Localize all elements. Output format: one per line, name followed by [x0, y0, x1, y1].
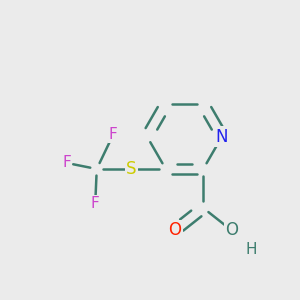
Text: F: F — [109, 127, 118, 142]
Text: H: H — [245, 242, 257, 257]
Text: O: O — [225, 221, 238, 239]
Text: O: O — [168, 221, 181, 239]
Text: F: F — [62, 155, 71, 170]
Text: N: N — [216, 128, 228, 146]
Text: F: F — [91, 196, 100, 211]
Text: S: S — [126, 160, 136, 178]
